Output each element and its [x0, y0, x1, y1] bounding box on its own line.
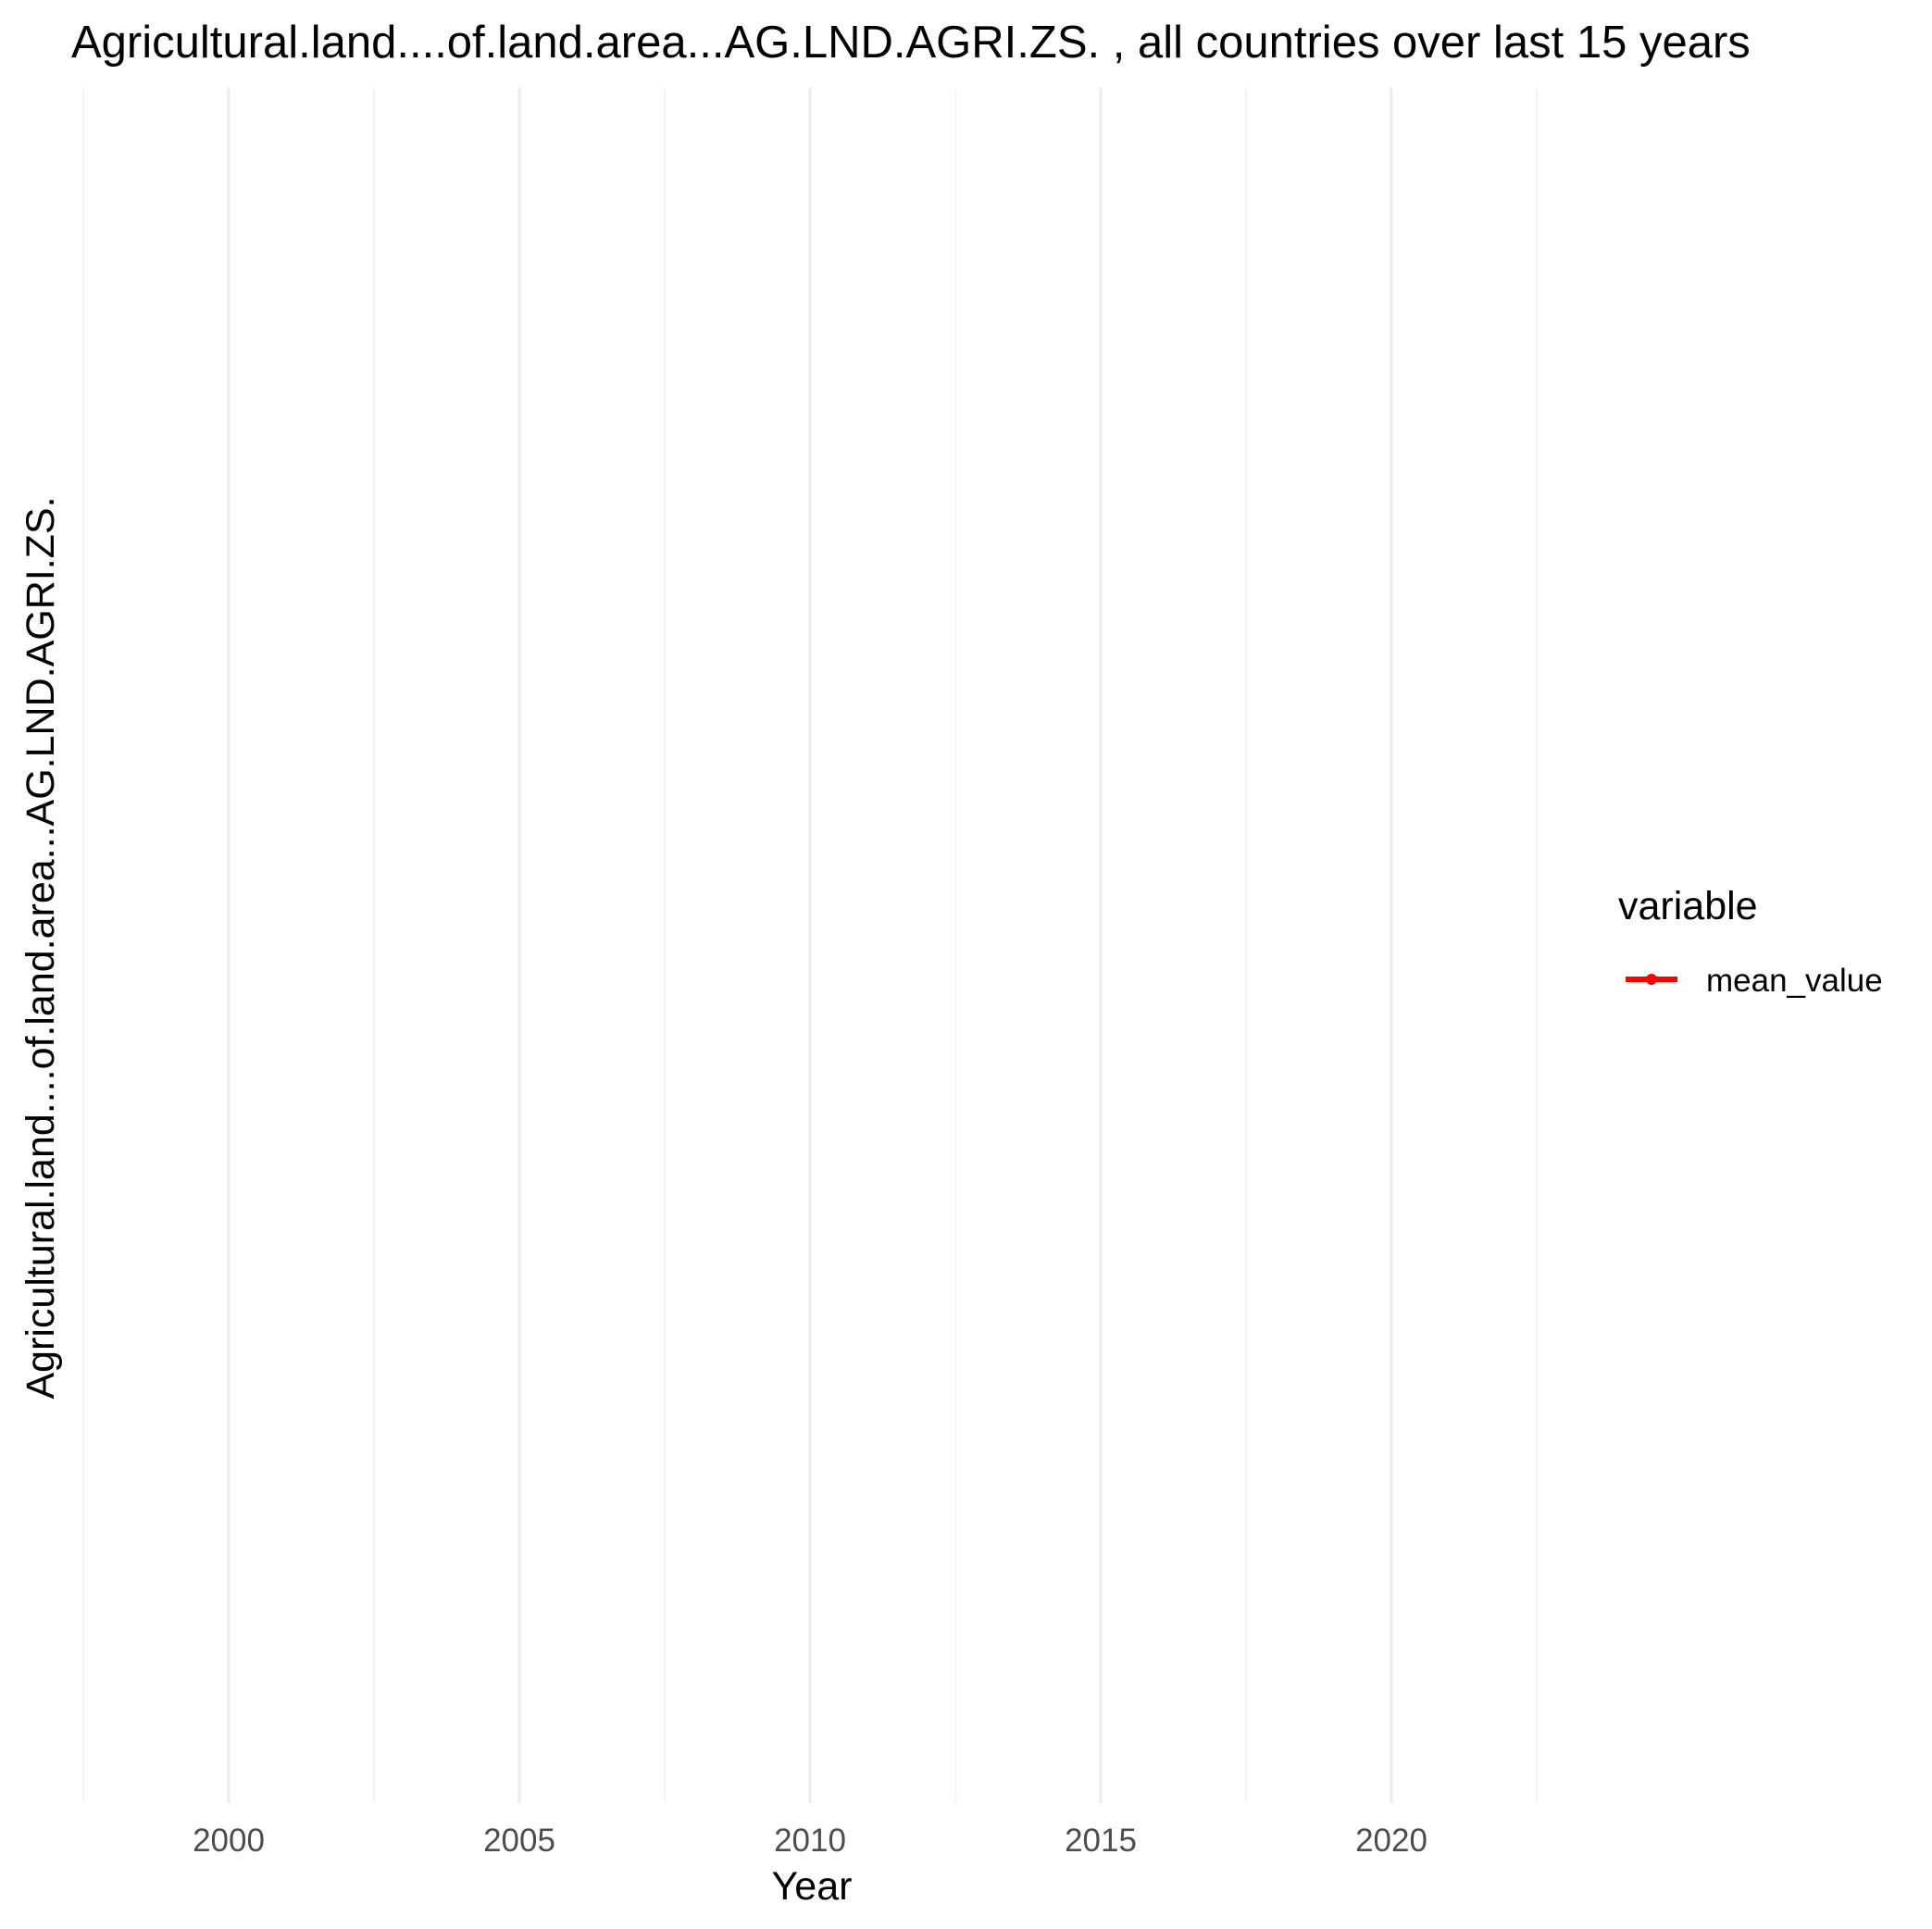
chart-title: Agricultural.land....of.land.area...AG.L…	[71, 18, 1751, 68]
x-tick-label: 2020	[1355, 1823, 1427, 1859]
x-tick-label: 2015	[1065, 1823, 1137, 1859]
x-tick-labels: 2000 2005 2010 2015 2020	[193, 1823, 1427, 1859]
x-tick-label: 2010	[774, 1823, 846, 1859]
legend: variable mean_value	[1618, 884, 1883, 999]
x-tick-label: 2005	[483, 1823, 555, 1859]
legend-entry-mean-value: mean_value	[1626, 963, 1883, 999]
gridlines	[82, 88, 1538, 1803]
x-tick-label: 2000	[193, 1823, 265, 1859]
y-axis-title: Agricultural.land....of.land.area...AG.L…	[19, 496, 63, 1399]
legend-label-mean-value: mean_value	[1706, 963, 1883, 999]
x-axis-title: Year	[772, 1864, 853, 1909]
legend-key-point	[1646, 974, 1657, 985]
legend-title: variable	[1618, 884, 1758, 928]
